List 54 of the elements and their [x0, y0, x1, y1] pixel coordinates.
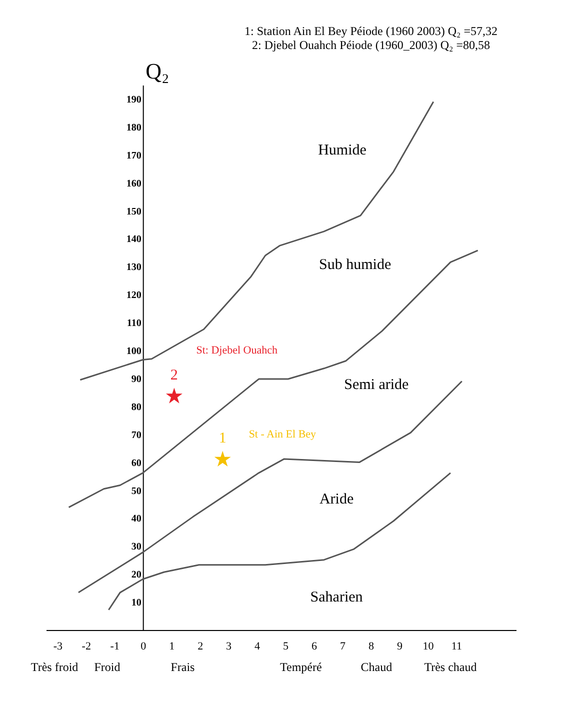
y-tick-label: 60 — [131, 458, 142, 469]
annotation: St: Djebel Ouahch — [196, 344, 278, 357]
y-tick-label: 70 — [131, 430, 142, 441]
text: 1: Station Ain El Bey Péiode (1960 2003) Q₂ =57,32 — [244, 24, 498, 38]
x-tick-label: -2 — [82, 640, 91, 652]
x-tick-label: 4 — [254, 640, 261, 652]
text: Très froid — [30, 660, 78, 674]
annotation: St - Ain El Bey — [248, 428, 317, 440]
line-series — [68, 250, 479, 508]
x-tick-label: -1 — [110, 640, 120, 652]
x-tick-label: 6 — [312, 640, 318, 652]
y-tick-label: 30 — [131, 542, 142, 553]
x-tick-label: 3 — [226, 640, 232, 652]
y-tick-label: 50 — [131, 486, 142, 497]
y-tick-label: 20 — [131, 570, 142, 581]
text: 2: Djebel Ouahch Péiode (1960_2003) Q₂ =80,58 — [252, 38, 490, 52]
y-tick-label: 110 — [126, 318, 142, 330]
x-tick-label: 11 — [451, 640, 462, 652]
x-tick-label: 5 — [283, 640, 290, 652]
y-tick-label: 120 — [126, 290, 142, 302]
series-label: 2 — [170, 367, 178, 384]
text: Très chaud — [424, 660, 477, 674]
y-tick-label: 10 — [131, 598, 142, 609]
y-tick-label: 40 — [131, 514, 142, 525]
annotation: Aride — [319, 492, 354, 508]
y-tick-label: 180 — [126, 122, 142, 134]
annotation: Semi aride — [344, 377, 410, 394]
x-tick-label: 2 — [198, 640, 204, 652]
text: Frais — [170, 660, 196, 674]
y-tick-label: 160 — [126, 178, 142, 190]
annotation: Humide — [318, 142, 367, 158]
x-tick-label: 9 — [396, 640, 403, 652]
x-tick-label: -3 — [53, 640, 63, 652]
y-tick-label: 140 — [126, 234, 142, 246]
x-tick-label: 0 — [140, 640, 147, 652]
y-tick-label: 170 — [126, 150, 142, 162]
text: Tempéré — [280, 660, 322, 674]
x-tick-label: 1 — [169, 640, 175, 652]
y-tick-label: 90 — [131, 374, 142, 385]
line-series — [108, 472, 452, 611]
y-axis-title: Q₂ — [146, 58, 170, 84]
x-tick-label: 8 — [368, 640, 374, 652]
series-label: 1 — [218, 430, 226, 447]
y-tick-label: 190 — [126, 94, 142, 106]
y-tick-label: 150 — [126, 206, 142, 218]
annotation: Sub humide — [319, 256, 392, 273]
annotation: Saharien — [310, 589, 364, 606]
text: Froid — [94, 660, 120, 674]
y-tick-label: 80 — [131, 402, 142, 413]
y-tick-label: 100 — [126, 346, 142, 358]
x-tick-label: 7 — [340, 640, 346, 652]
y-tick-label: 130 — [126, 262, 142, 274]
text: Chaud — [360, 660, 392, 674]
x-tick-label: 10 — [422, 640, 434, 652]
